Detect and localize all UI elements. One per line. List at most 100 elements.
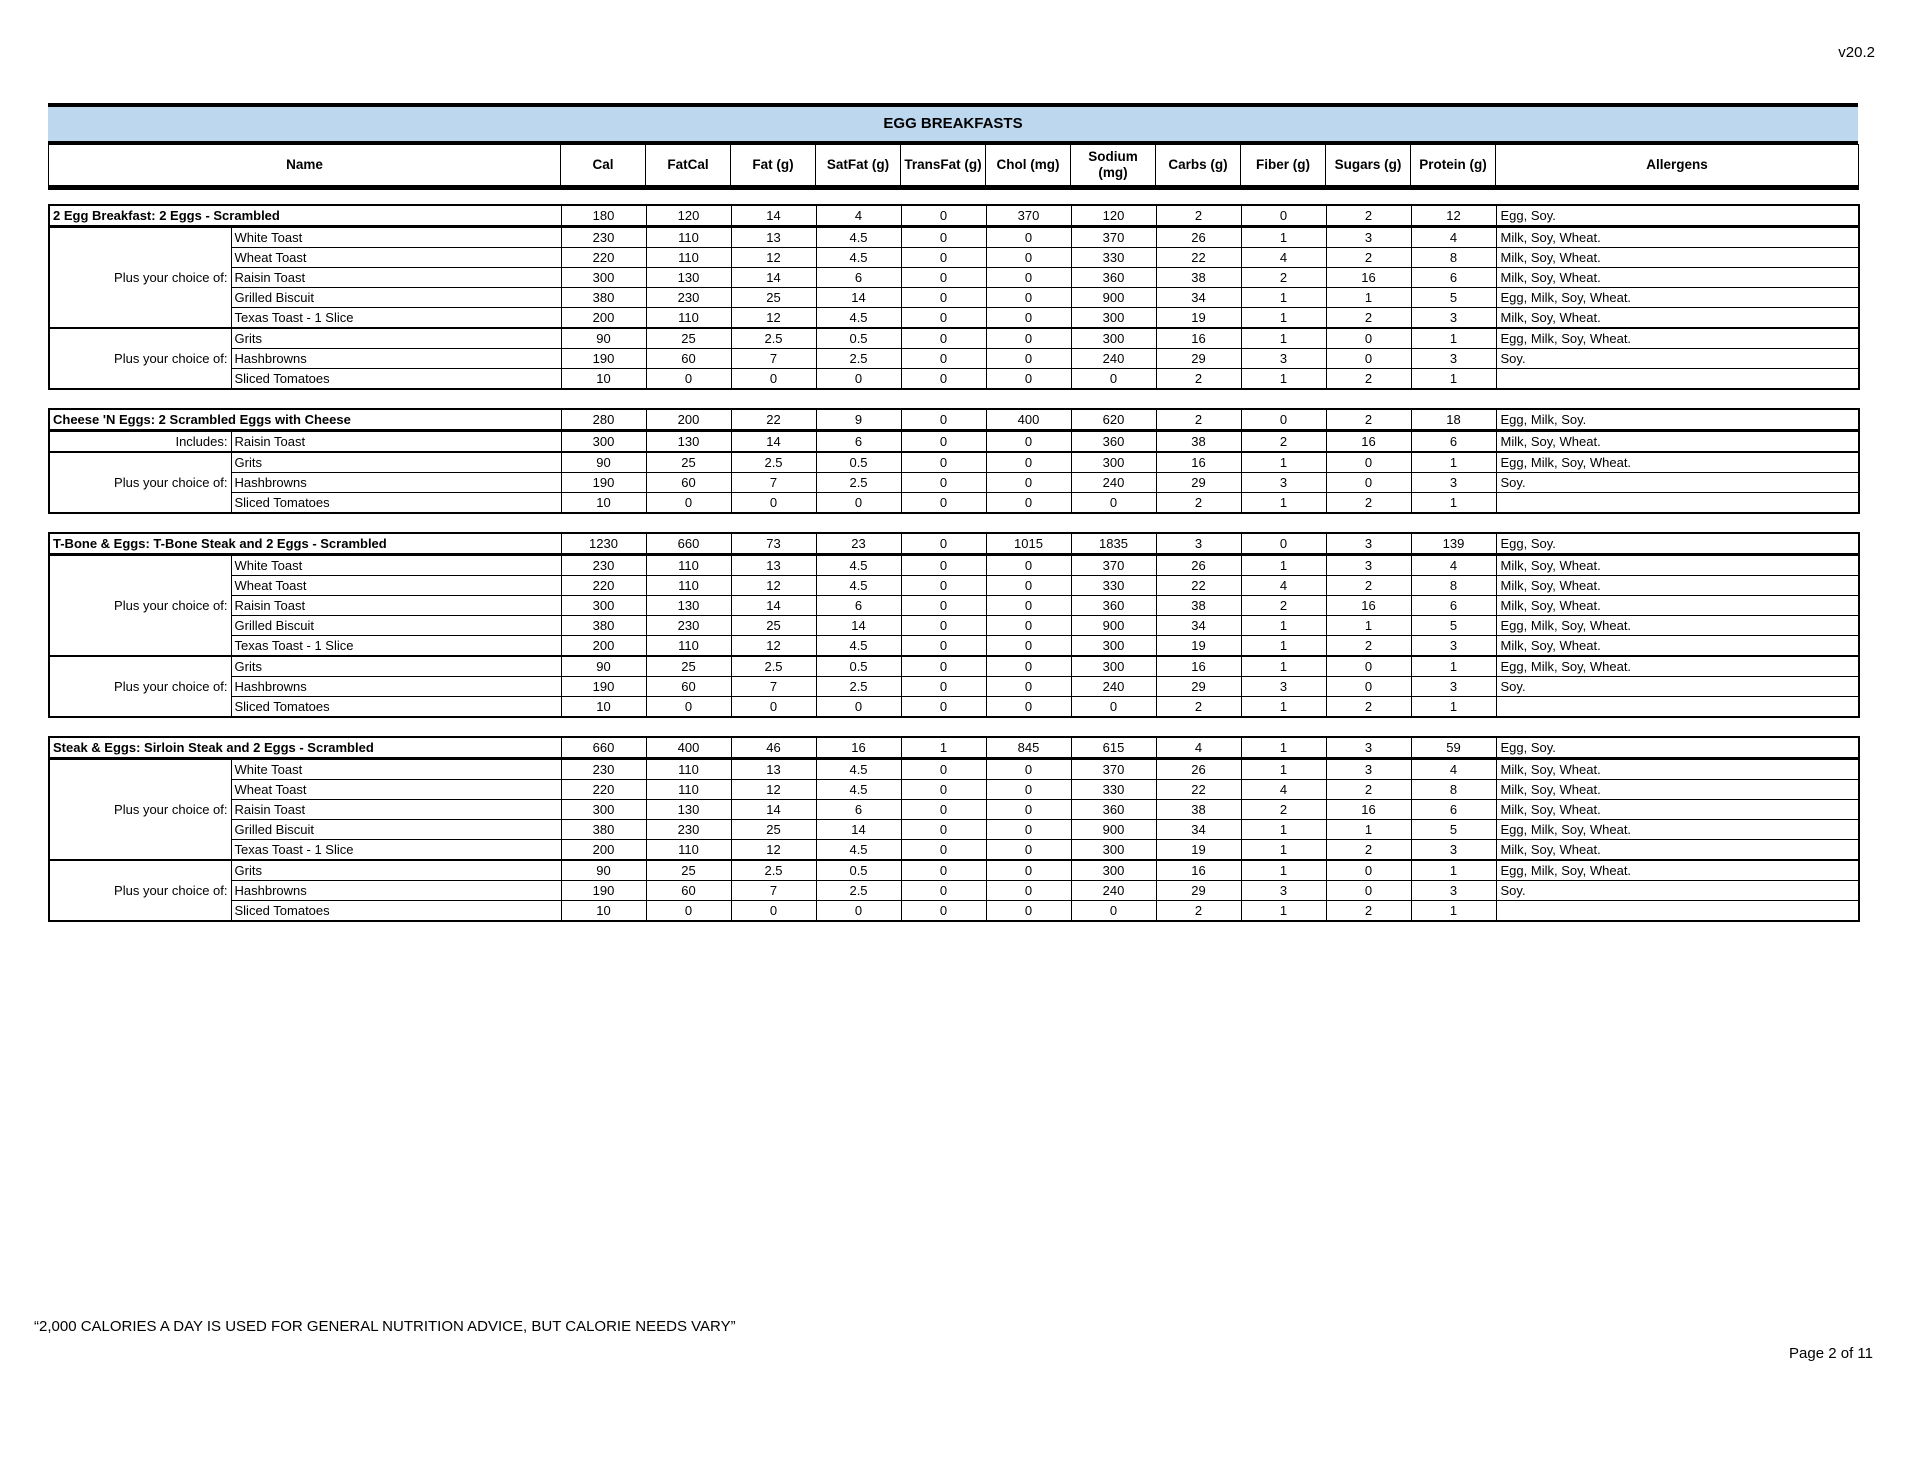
nutrition-value: 240 (1070, 676, 1157, 697)
menu-item-name: Texas Toast - 1 Slice (230, 839, 562, 861)
nutrition-value: 0 (645, 368, 732, 390)
choice-group-label: Plus your choice of: (48, 554, 232, 657)
choice-group-label: Plus your choice of: (48, 327, 232, 390)
nutrition-value: 4.5 (815, 554, 902, 576)
nutrition-value: 4 (1155, 736, 1242, 760)
nutrition-value: 10 (560, 492, 647, 514)
nutrition-value: 3 (1410, 880, 1497, 901)
nutrition-value: 1 (1325, 819, 1412, 840)
nutrition-value: 240 (1070, 348, 1157, 369)
nutrition-value: 0 (730, 696, 817, 718)
nutrition-value: 34 (1155, 819, 1242, 840)
allergens-cell: Egg, Soy. (1495, 204, 1860, 228)
nutrition-value: 0 (900, 819, 987, 840)
column-header-table: Name Cal FatCal Fat (g) SatFat (g) TransFat (… (48, 144, 1859, 190)
nutrition-value: 6 (815, 595, 902, 616)
nutrition-value: 25 (645, 859, 732, 881)
nutrition-value: 1 (1410, 859, 1497, 881)
nutrition-value: 34 (1155, 287, 1242, 308)
nutrition-value: 1 (1240, 451, 1327, 473)
nutrition-value: 0 (1070, 900, 1157, 922)
nutrition-value: 34 (1155, 615, 1242, 636)
nutrition-value: 0 (985, 859, 1072, 881)
nutrition-value: 1 (1240, 819, 1327, 840)
nutrition-value: 90 (560, 655, 647, 677)
nutrition-value: 1 (1410, 451, 1497, 473)
nutrition-value: 0 (1325, 859, 1412, 881)
nutrition-value: 13 (730, 554, 817, 576)
nutrition-value: 360 (1070, 595, 1157, 616)
nutrition-value: 23 (815, 532, 902, 556)
nutrition-value: 38 (1155, 595, 1242, 616)
nutrition-value: 0 (815, 492, 902, 514)
nutrition-value: 14 (815, 615, 902, 636)
nutrition-value: 22 (1155, 247, 1242, 268)
nutrition-value: 1 (900, 736, 987, 760)
menu-item-name: White Toast (230, 554, 562, 576)
nutrition-value: 1 (1410, 655, 1497, 677)
nutrition-value: 240 (1070, 472, 1157, 493)
nutrition-value: 120 (645, 204, 732, 228)
nutrition-value: 4 (1410, 554, 1497, 576)
nutrition-value: 120 (1070, 204, 1157, 228)
nutrition-value: 4 (1410, 758, 1497, 780)
nutrition-value: 110 (645, 247, 732, 268)
nutrition-value: 6 (1410, 430, 1497, 453)
nutrition-value: 2 (1155, 368, 1242, 390)
nutrition-value: 0 (900, 492, 987, 514)
nutrition-value: 300 (1070, 327, 1157, 349)
allergens-cell: Egg, Milk, Soy. (1495, 408, 1860, 432)
nutrition-value: 2.5 (815, 676, 902, 697)
nutrition-value: 1 (1410, 492, 1497, 514)
nutrition-value: 4.5 (815, 575, 902, 596)
nutrition-value: 0 (985, 307, 1072, 329)
menu-item-name: Wheat Toast (230, 779, 562, 800)
nutrition-value: 110 (645, 758, 732, 780)
nutrition-value: 6 (1410, 595, 1497, 616)
nutrition-value: 1 (1240, 327, 1327, 349)
nutrition-value: 3 (1325, 736, 1412, 760)
nutrition-value: 130 (645, 267, 732, 288)
nutrition-value: 110 (645, 554, 732, 576)
nutrition-value: 0 (985, 635, 1072, 657)
nutrition-value: 0 (1325, 451, 1412, 473)
nutrition-value: 900 (1070, 287, 1157, 308)
nutrition-value: 400 (985, 408, 1072, 432)
allergens-cell: Egg, Milk, Soy, Wheat. (1495, 327, 1860, 349)
nutrition-value: 7 (730, 348, 817, 369)
nutrition-value: 3 (1240, 880, 1327, 901)
menu-item-name: Grits (230, 655, 562, 677)
nutrition-value: 0.5 (815, 859, 902, 881)
nutrition-value: 0 (1070, 492, 1157, 514)
column-header: FatCal (645, 144, 731, 190)
banner-title: EGG BREAKFASTS (883, 115, 1023, 132)
nutrition-value: 190 (560, 676, 647, 697)
nutrition-value: 900 (1070, 615, 1157, 636)
column-header: Chol (mg) (985, 144, 1071, 190)
nutrition-value: 1 (1240, 226, 1327, 248)
menu-item-name: White Toast (230, 226, 562, 248)
nutrition-value: 22 (1155, 779, 1242, 800)
nutrition-value: 25 (730, 819, 817, 840)
nutrition-value: 25 (645, 327, 732, 349)
nutrition-value: 2.5 (815, 880, 902, 901)
nutrition-value: 0 (985, 226, 1072, 248)
allergens-cell: Egg, Milk, Soy, Wheat. (1495, 655, 1860, 677)
nutrition-value: 3 (1155, 532, 1242, 556)
nutrition-value: 0 (985, 779, 1072, 800)
nutrition-value: 220 (560, 575, 647, 596)
nutrition-value: 0 (900, 472, 987, 493)
nutrition-value: 660 (645, 532, 732, 556)
nutrition-value: 0 (900, 635, 987, 657)
nutrition-value: 2 (1325, 696, 1412, 718)
section-title: T-Bone & Eggs: T-Bone Steak and 2 Eggs -… (48, 532, 562, 556)
nutrition-value: 230 (645, 287, 732, 308)
menu-item-name: Grilled Biscuit (230, 819, 562, 840)
nutrition-value: 280 (560, 408, 647, 432)
nutrition-value: 0 (900, 247, 987, 268)
nutrition-value: 4 (815, 204, 902, 228)
nutrition-value: 0 (900, 532, 987, 556)
allergens-cell: Milk, Soy, Wheat. (1495, 267, 1860, 288)
nutrition-value: 2 (1155, 408, 1242, 432)
nutrition-value: 16 (1155, 451, 1242, 473)
